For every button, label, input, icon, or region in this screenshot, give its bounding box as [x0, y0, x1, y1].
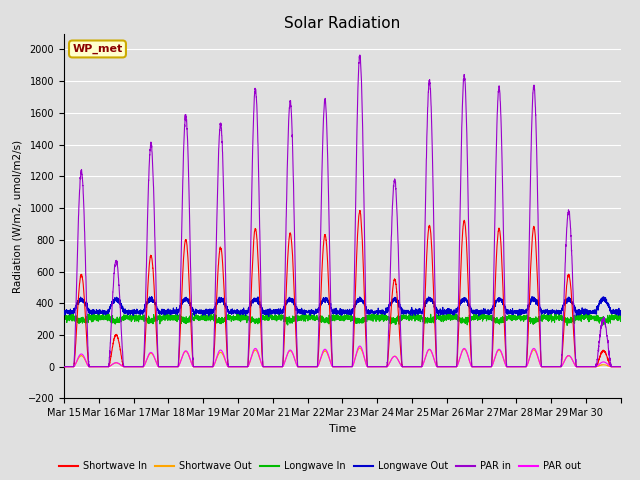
- Y-axis label: Radiation (W/m2, umol/m2/s): Radiation (W/m2, umol/m2/s): [12, 139, 22, 293]
- X-axis label: Time: Time: [329, 424, 356, 433]
- Title: Solar Radiation: Solar Radiation: [284, 16, 401, 31]
- Legend: Shortwave In, Shortwave Out, Longwave In, Longwave Out, PAR in, PAR out: Shortwave In, Shortwave Out, Longwave In…: [55, 457, 585, 475]
- Text: WP_met: WP_met: [72, 44, 123, 54]
